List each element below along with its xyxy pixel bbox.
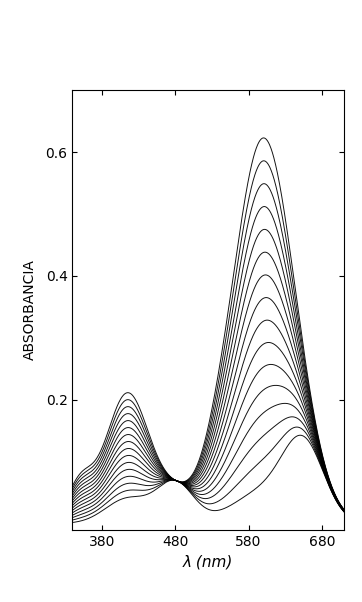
X-axis label: λ (nm): λ (nm) xyxy=(183,554,233,569)
Y-axis label: ABSORBANCIA: ABSORBANCIA xyxy=(23,259,37,361)
